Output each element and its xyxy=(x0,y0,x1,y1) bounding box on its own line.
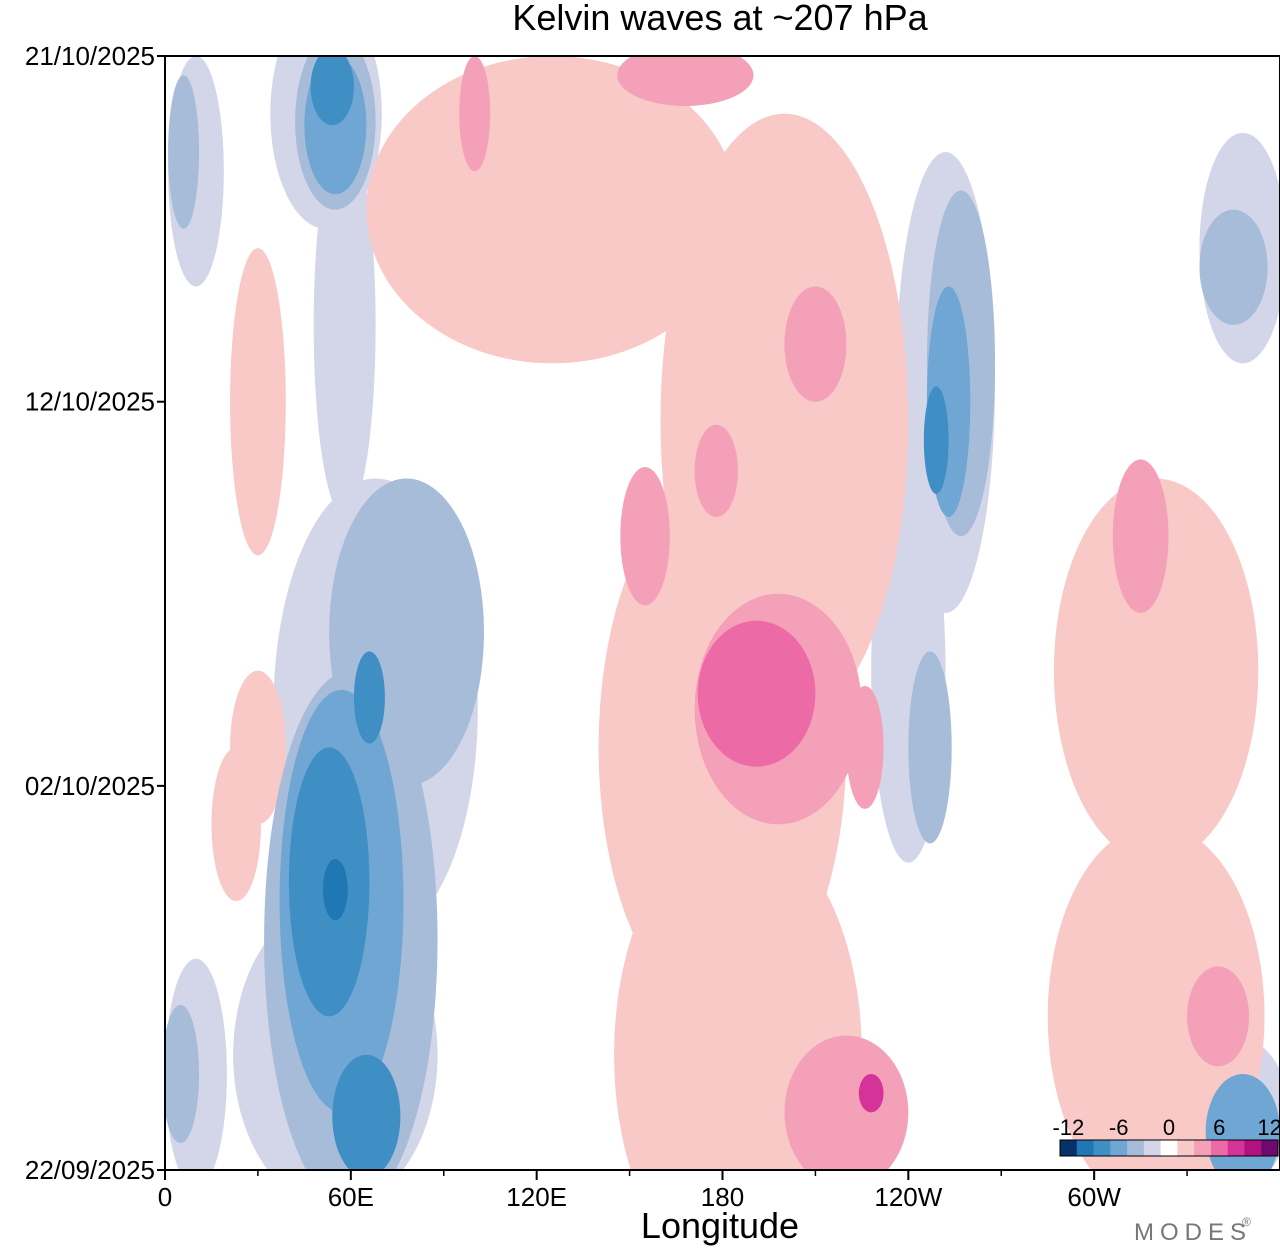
y-tick-label: 02/10/2025 xyxy=(25,771,155,801)
negative-anomaly-contour xyxy=(310,56,354,126)
x-tick-label: 120E xyxy=(506,1182,567,1212)
x-axis: 0 60E 120E 180 120W 60W xyxy=(158,1170,1188,1212)
positive-anomaly-contour xyxy=(694,424,738,517)
y-tick-label: 22/09/2025 xyxy=(25,1155,155,1185)
negative-anomaly-contour xyxy=(332,1054,401,1170)
negative-anomaly-contour xyxy=(908,651,952,844)
colorbar-swatch xyxy=(1060,1140,1078,1156)
positive-anomaly-contour xyxy=(617,56,754,106)
colorbar-swatch xyxy=(1110,1140,1128,1156)
colorbar-swatch xyxy=(1076,1140,1095,1156)
positive-anomaly-contour xyxy=(1187,966,1250,1067)
y-axis: 22/09/2025 02/10/2025 12/10/2025 21/10/2025 xyxy=(25,41,165,1185)
positive-anomaly-contour xyxy=(858,1073,884,1113)
negative-anomaly-contour xyxy=(313,132,376,517)
positive-anomaly-contour xyxy=(784,1035,909,1170)
negative-anomaly-contour xyxy=(1199,209,1268,325)
colorbar-swatch xyxy=(1244,1140,1262,1156)
colorbar-swatch xyxy=(1093,1140,1111,1156)
modes-logo: MODES xyxy=(1134,1219,1252,1246)
colorbar-label: -6 xyxy=(1109,1115,1129,1140)
negative-anomaly-contour xyxy=(165,1004,200,1144)
positive-anomaly-contour xyxy=(1053,478,1259,863)
x-axis-label: Longitude xyxy=(641,1205,799,1246)
colorbar-swatch xyxy=(1261,1140,1279,1156)
positive-anomaly-contour xyxy=(211,747,262,902)
positive-anomaly-contour xyxy=(1047,824,1265,1170)
x-tick-label: 120W xyxy=(874,1182,942,1212)
colorbar-label: -12 xyxy=(1052,1115,1084,1140)
negative-anomaly-contour xyxy=(168,75,200,229)
colorbar-swatch xyxy=(1160,1140,1178,1156)
x-tick-label: 60E xyxy=(328,1182,374,1212)
positive-anomaly-contour xyxy=(846,685,884,809)
colorbar-swatch xyxy=(1143,1140,1162,1156)
colorbar-swatch xyxy=(1177,1140,1195,1156)
x-tick-label: 180 xyxy=(701,1182,744,1212)
x-tick-label: 0 xyxy=(158,1182,172,1212)
chart-title: Kelvin waves at ~207 hPa xyxy=(512,0,928,38)
y-tick-label: 21/10/2025 xyxy=(25,41,155,71)
positive-anomaly-contour xyxy=(620,467,670,606)
y-tick-label: 12/10/2025 xyxy=(25,387,155,417)
colorbar-frame xyxy=(1059,1139,1279,1157)
positive-anomaly-contour xyxy=(366,56,738,364)
modes-logo-registered-mark: ® xyxy=(1242,1215,1251,1229)
negative-anomaly-contour xyxy=(322,858,348,921)
colorbar-label: 6 xyxy=(1213,1115,1225,1140)
negative-anomaly-contour xyxy=(353,651,385,744)
positive-anomaly-contour xyxy=(459,56,491,172)
contour-fill-group xyxy=(165,56,1280,1170)
colorbar-swatch xyxy=(1210,1140,1229,1156)
colorbar-label: 0 xyxy=(1163,1115,1175,1140)
negative-anomaly-contour xyxy=(923,386,949,494)
colorbar-swatch xyxy=(1194,1140,1212,1156)
positive-anomaly-contour xyxy=(1112,459,1169,613)
x-tick-label: 60W xyxy=(1067,1182,1121,1212)
colorbar-label: 12 xyxy=(1257,1115,1280,1140)
colorbar-swatch xyxy=(1227,1140,1245,1156)
positive-anomaly-contour xyxy=(697,620,816,767)
positive-anomaly-contour xyxy=(784,286,847,402)
colorbar: -12 -6 0 6 12 xyxy=(1052,1115,1280,1157)
colorbar-swatch xyxy=(1127,1140,1145,1156)
positive-anomaly-contour xyxy=(230,248,286,556)
